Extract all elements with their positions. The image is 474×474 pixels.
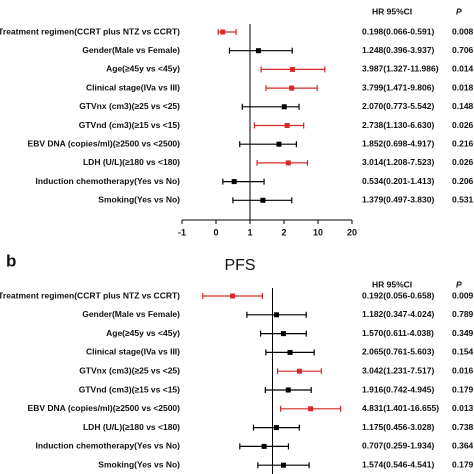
hr-point	[274, 312, 280, 318]
row-label: Smoking(Yes vs No)	[98, 459, 180, 469]
hr-point	[308, 406, 314, 412]
p-value: 0.013	[452, 403, 474, 413]
ci-label: 3.042(1.231-7.517)	[362, 365, 434, 375]
p-value: 0.009	[452, 290, 474, 300]
p-value: 0.014	[452, 64, 474, 74]
ci-label: 3.987(1.327-11.986)	[362, 64, 439, 74]
hr-point	[287, 349, 293, 355]
p-value: 0.738	[452, 422, 474, 432]
hr-point	[255, 48, 261, 54]
ci-label: 3.014(1.208-7.523)	[362, 157, 434, 167]
row-label: Treatment regimen(CCRT plus NTZ vs CCRT)	[0, 290, 180, 300]
ci-label: 0.192(0.056-0.658)	[362, 290, 434, 300]
hr-point	[285, 160, 291, 166]
row-label: Induction chemotherapy(Yes vs No)	[35, 441, 180, 451]
row-label: GTVnd (cm3)(≥15 vs <15)	[79, 120, 180, 130]
row-label: EBV DNA (copies/ml)(≥2500 vs <2500)	[28, 403, 181, 413]
row-label: Gender(Male vs Female)	[82, 45, 180, 55]
row-label: Age(≥45y vs <45y)	[106, 64, 180, 74]
p-value: 0.706	[452, 45, 474, 55]
hr-point	[230, 293, 236, 299]
p-value: 0.148	[452, 101, 474, 111]
row-label: Treatment regimen(CCRT plus NTZ vs CCRT)	[0, 26, 180, 36]
p-value: 0.008	[452, 26, 474, 36]
ci-label: 1.379(0.497-3.830)	[362, 195, 434, 205]
x-tick-label: 2	[281, 227, 286, 237]
panel-label: b	[6, 251, 16, 270]
row-label: GTVnd (cm3)(≥15 vs <15)	[79, 384, 180, 394]
row-label: LDH (U/L)(≥180 vs <180)	[83, 422, 180, 432]
hr-point	[284, 123, 290, 128]
row-label: Clinical stage(IVa vs III)	[86, 347, 180, 357]
ci-label: 1.574(0.546-4.541)	[362, 459, 434, 469]
hr-point	[296, 368, 302, 374]
p-header: P	[456, 6, 462, 16]
row-label: Induction chemotherapy(Yes vs No)	[35, 176, 180, 186]
p-value: 0.154	[452, 347, 474, 357]
ci-label: 2.065(0.761-5.603)	[362, 347, 434, 357]
p-value: 0.789	[452, 309, 474, 319]
row-label: Age(≥45y vs <45y)	[106, 328, 180, 338]
ci-label: 0.707(0.259-1.934)	[362, 441, 434, 451]
row-label: Gender(Male vs Female)	[82, 309, 180, 319]
row-label: Smoking(Yes vs No)	[98, 195, 180, 205]
hr-point	[261, 443, 267, 449]
ci-header: HR 95%CI	[372, 6, 412, 16]
hr-point	[273, 425, 279, 431]
x-tick-label: 10	[313, 227, 323, 237]
p-value: 0.349	[452, 328, 474, 338]
p-value: 0.206	[452, 176, 474, 186]
chart-title: PFS	[224, 257, 255, 274]
hr-point	[276, 141, 282, 147]
hr-point	[260, 197, 266, 203]
ci-label: 4.831(1.401-16.655)	[362, 403, 439, 413]
x-tick-label: 0	[213, 227, 218, 237]
ci-label: 2.738(1.130-6.630)	[362, 120, 434, 130]
row-label: Clinical stage(IVa vs III)	[86, 82, 180, 92]
p-header: P	[456, 279, 462, 289]
hr-point	[220, 29, 226, 35]
ci-label: 1.175(0.456-3.028)	[362, 422, 434, 432]
p-value: 0.026	[452, 120, 474, 130]
ci-label: 3.799(1.471-9.806)	[362, 82, 434, 92]
hr-point	[289, 66, 295, 72]
p-value: 0.179	[452, 384, 474, 394]
hr-point	[285, 387, 291, 393]
x-tick-label: 1	[247, 227, 252, 237]
p-value: 0.026	[452, 157, 474, 167]
ci-label: 2.070(0.773-5.542)	[362, 101, 434, 111]
row-label: LDH (U/L)(≥180 vs <180)	[83, 157, 180, 167]
p-value: 0.216	[452, 138, 474, 148]
row-label: EBV DNA (copies/ml)(≥2500 vs <2500)	[28, 138, 181, 148]
hr-point	[231, 179, 237, 185]
hr-point	[281, 104, 287, 110]
p-value: 0.179	[452, 459, 474, 469]
ci-label: 0.534(0.201-1.413)	[362, 176, 434, 186]
p-value: 0.018	[452, 82, 474, 92]
hr-point	[280, 462, 286, 468]
ci-label: 1.852(0.698-4.917)	[362, 138, 434, 148]
ci-label: 1.916(0.742-4.945)	[362, 384, 434, 394]
x-tick-label: -1	[178, 227, 186, 237]
hr-point	[280, 331, 286, 337]
p-value: 0.531	[452, 195, 474, 205]
ci-label: 1.570(0.611-4.038)	[362, 328, 434, 338]
row-label: GTVnx (cm3)(≥25 vs <25)	[79, 101, 180, 111]
p-value: 0.364	[452, 441, 474, 451]
ci-label: 1.182(0.347-4.024)	[362, 309, 434, 319]
ci-label: 0.198(0.066-0.591)	[362, 26, 434, 36]
ci-header: HR 95%CI	[372, 279, 412, 289]
hr-point	[289, 85, 295, 91]
p-value: 0.016	[452, 365, 474, 375]
x-tick-label: 20	[347, 227, 357, 237]
ci-label: 1.248(0.396-3.937)	[362, 45, 434, 55]
row-label: GTVnx (cm3)(≥25 vs <25)	[79, 365, 180, 375]
